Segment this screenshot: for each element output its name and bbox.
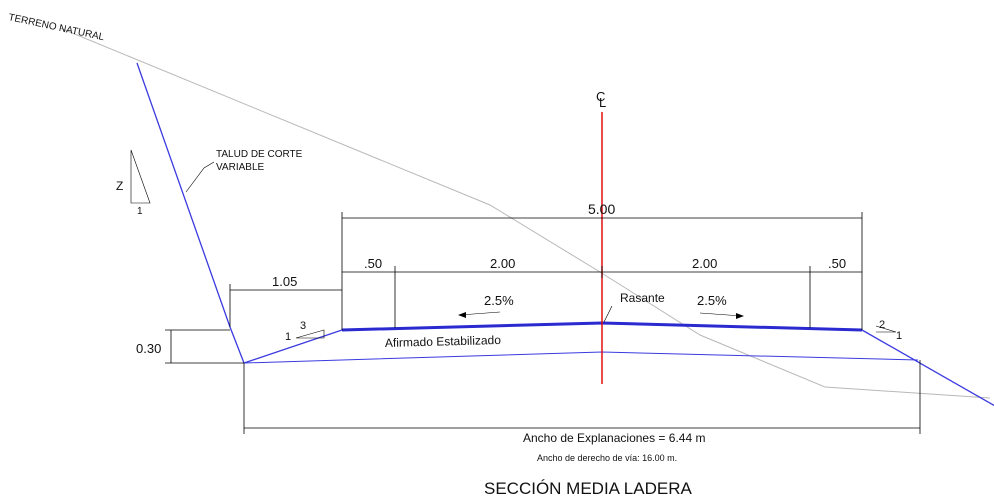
centerline-c-label: C [596, 89, 605, 104]
slope-triangle [130, 149, 151, 204]
left-slope-arrow [459, 311, 501, 316]
right-fill-2: 2 [879, 319, 885, 331]
right-of-way-label: Ancho de derecho de vía: 16.00 m. [537, 453, 677, 463]
left-fill-3: 3 [300, 320, 306, 332]
left-fill-1: 1 [285, 331, 291, 343]
subgrade-line [243, 351, 919, 364]
right-slope-arrow [699, 312, 743, 317]
rasante-leader [603, 305, 613, 323]
left-slope-arrowhead [458, 312, 466, 318]
centerline-l-label: L [599, 95, 606, 110]
terrain-label: TERRENO NATURAL [7, 12, 105, 43]
slope-z-label: Z [116, 179, 123, 193]
explanation-width-label: Ancho de Explanaciones = 6.44 m [523, 431, 705, 445]
cut-slope-label-2: VARIABLE [216, 162, 264, 173]
left-fill-slope [243, 329, 343, 364]
right-fill-slope [861, 329, 994, 407]
cut-slope-label: TALUD DE CORTE [216, 149, 303, 160]
right-fill-1: 1 [896, 330, 902, 342]
surface-label: Afirmado Estabilizado [385, 333, 502, 350]
section-title: SECCIÓN MEDIA LADERA [484, 479, 692, 496]
dim-right-shoulder-label: .50 [828, 256, 846, 271]
cut-slope-line [136, 62, 245, 364]
dim-total-label: 5.00 [588, 201, 615, 217]
left-slope-pct: 2.5% [484, 293, 514, 308]
dim-right-lane-label: 2.00 [692, 256, 717, 271]
dim-left-lane-label: 2.00 [490, 256, 515, 271]
natural-terrain-line [59, 27, 991, 399]
dim-left-shoulder-label: .50 [364, 256, 382, 271]
dim-ditch-label: 1.05 [272, 274, 297, 289]
right-slope-pct: 2.5% [697, 293, 727, 308]
depth-label: 0.30 [136, 341, 161, 356]
rasante-label: Rasante [620, 291, 665, 305]
slope-one-label: 1 [137, 206, 143, 217]
cut-slope-leader [185, 161, 215, 193]
left-fill-ratio-mark [295, 329, 325, 339]
right-fill-ratio-mark [875, 325, 897, 333]
right-slope-arrowhead [736, 313, 744, 319]
